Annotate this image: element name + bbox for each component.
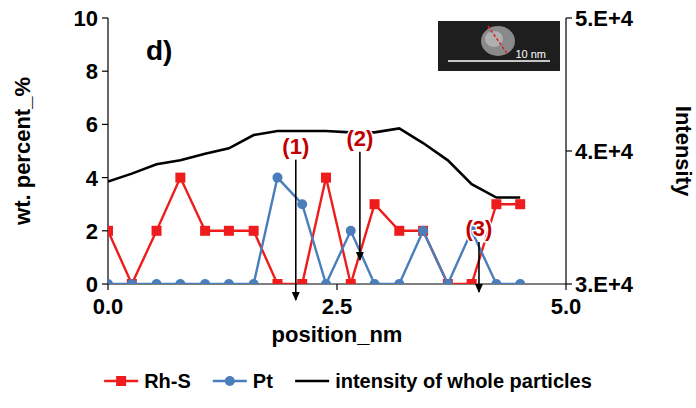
legend-item: Rh-S: [104, 370, 191, 392]
y2-tick: [566, 17, 572, 18]
series-marker: [443, 279, 453, 284]
y2-tick-label: 3.E+4: [575, 272, 634, 297]
y-tick: [102, 230, 108, 231]
y-tick-label: 6: [86, 112, 98, 137]
y-tick: [102, 71, 108, 72]
y-tick: [102, 17, 108, 18]
chart: 02468103.E+44.E+45.E+40.02.55.0position_…: [0, 0, 696, 408]
series-marker: [200, 279, 210, 284]
series-marker: [224, 226, 234, 236]
legend-label: Rh-S: [144, 370, 191, 392]
y-axis-line: [107, 18, 108, 284]
legend: Rh-S Pt intensity of whole particles: [104, 370, 592, 392]
series-marker: [491, 279, 501, 284]
series-group: [108, 128, 525, 284]
series-marker: [297, 199, 307, 209]
series-marker: [152, 226, 162, 236]
annotation-arrow: [478, 242, 480, 292]
annotation-label: (3): [466, 216, 493, 241]
x-tick: [565, 284, 566, 290]
series-line: [108, 178, 520, 284]
inset-background: [438, 21, 560, 71]
series-marker: [152, 279, 162, 284]
x-tick-label: 2.5: [322, 294, 353, 319]
x-axis-title: position_nm: [272, 322, 403, 347]
y2-tick: [566, 150, 572, 151]
x-tick-label: 5.0: [551, 294, 582, 319]
annotation-arrow: [359, 152, 361, 260]
legend-marker: [225, 376, 235, 386]
series-marker: [515, 279, 525, 284]
legend-marker: [116, 376, 126, 386]
y-tick-label: 2: [86, 219, 98, 244]
series-marker: [175, 279, 185, 284]
series-marker: [200, 226, 210, 236]
x-tick: [107, 284, 108, 290]
series-marker: [418, 226, 428, 236]
series-marker: [443, 279, 453, 284]
y2-axis-title: Intensity: [671, 106, 696, 197]
series-line: [108, 178, 520, 284]
x-tick-label: 0.0: [93, 294, 124, 319]
x-tick: [336, 284, 337, 290]
series-marker: [108, 226, 113, 236]
inset-image: 10 nm: [438, 21, 560, 71]
series-marker: [515, 199, 525, 209]
series-marker: [249, 279, 259, 284]
inset-scale-bar: [448, 60, 550, 62]
series-marker: [224, 279, 234, 284]
y2-tick-label: 5.E+4: [575, 6, 634, 31]
series-marker: [370, 279, 380, 284]
series-marker: [321, 173, 331, 183]
series-marker: [249, 226, 259, 236]
inset-particle: [481, 26, 515, 56]
series-marker: [491, 199, 501, 209]
series-marker: [346, 279, 356, 284]
legend-item: Pt: [213, 370, 273, 392]
y-tick-label: 8: [86, 59, 98, 84]
y-tick: [102, 124, 108, 125]
legend-label: intensity of whole particles: [335, 370, 592, 392]
series-marker: [394, 279, 404, 284]
series-marker: [272, 279, 282, 284]
annotation-label: (2): [346, 126, 373, 151]
series-marker: [272, 173, 282, 183]
series-marker: [127, 279, 137, 284]
series-marker: [127, 279, 137, 284]
series-marker: [297, 279, 307, 284]
series-marker: [467, 279, 477, 284]
y-tick-label: 4: [86, 166, 99, 191]
series-marker: [321, 279, 331, 284]
y2-tick-label: 4.E+4: [575, 139, 634, 164]
series-marker: [346, 226, 356, 236]
series-marker: [418, 226, 428, 236]
legend-swatch: [295, 380, 329, 383]
legend-label: Pt: [253, 370, 273, 392]
y-tick: [102, 283, 108, 284]
y-axis-title: wt. percent_%: [10, 77, 35, 226]
legend-item: intensity of whole particles: [295, 370, 592, 392]
annotation-arrow: [295, 160, 297, 300]
inset-scale-label: 10 nm: [515, 48, 546, 60]
series-marker: [175, 173, 185, 183]
series-line: [108, 128, 520, 197]
y2-tick: [566, 283, 572, 284]
series-marker: [370, 199, 380, 209]
y-tick: [102, 177, 108, 178]
annotation-label: (1): [282, 134, 309, 159]
inset-scan-line: [488, 26, 508, 55]
y-tick-label: 10: [74, 6, 98, 31]
panel-label: d): [146, 35, 172, 66]
series-marker: [394, 226, 404, 236]
series-marker: [108, 279, 113, 284]
